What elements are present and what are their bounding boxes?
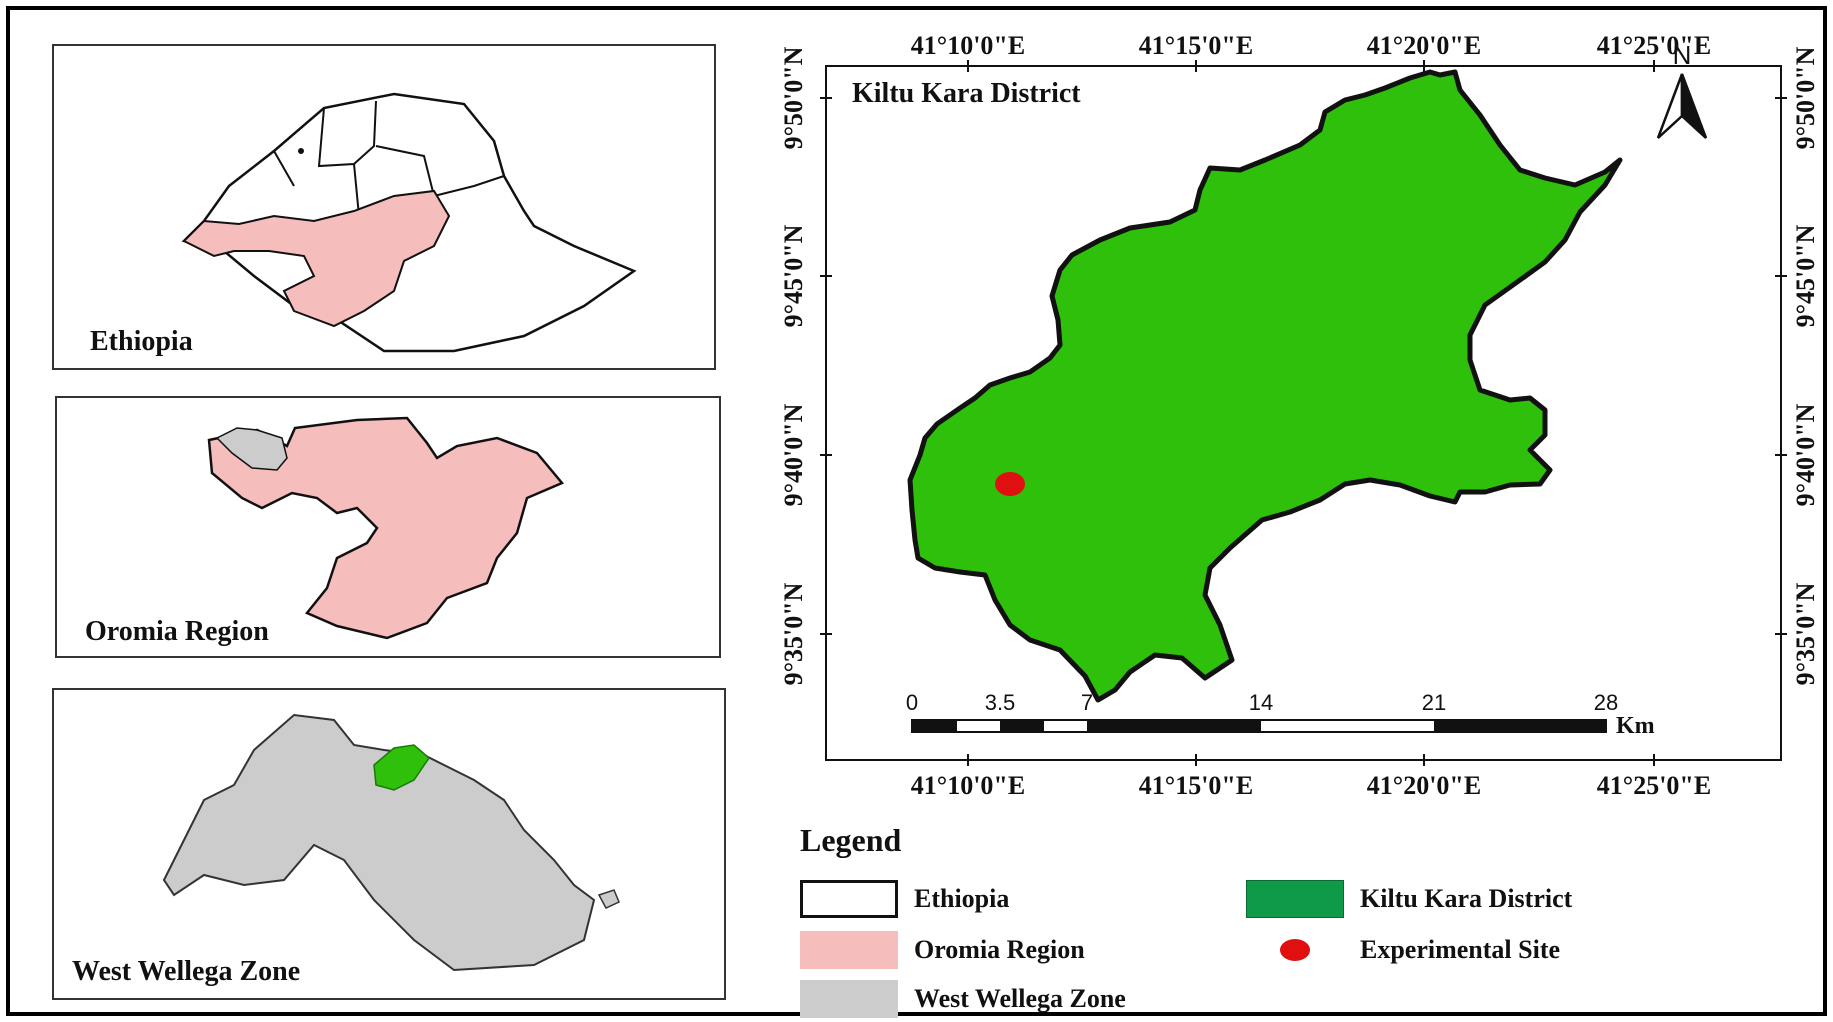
west-wellega-inset-map [162,713,620,972]
ethiopia-capital-dot [298,148,304,154]
legend-item-ethiopia: Ethiopia [800,880,1009,918]
top-longitude-label: 41°25'0"E [1597,31,1711,60]
legend-title: Legend [800,822,902,858]
top-longitude-label: 41°20'0"E [1367,31,1481,60]
legend-swatch-ethiopia [800,880,898,918]
ethiopia-inset: Ethiopia [52,44,716,370]
scale-tick-label: 14 [1249,690,1273,715]
ethiopia-inset-map [181,92,637,353]
legend-swatch-west-wellega [800,980,898,1018]
legend-swatch-experimental-site [1246,931,1344,969]
scale-unit-label: Km [1616,713,1655,739]
right-latitude-label: 9°50'0"N [1791,46,1820,149]
legend-swatch-kiltu-kara [1246,880,1344,918]
legend-label: West Wellega Zone [914,984,1126,1013]
legend-item-oromia: Oromia Region [800,931,1085,969]
left-latitude-label: 9°35'0"N [779,582,808,685]
oromia-inset: Oromia Region [55,396,721,658]
top-longitude-label: 41°15'0"E [1139,31,1253,60]
bottom-longitude-label: 41°15'0"E [1139,771,1253,800]
graticule-ticks [820,60,1787,766]
oromia-region-shape [207,416,565,640]
legend-item-west-wellega: West Wellega Zone [800,980,1126,1018]
experimental-site-icon [1280,939,1310,961]
legend-label: Kiltu Kara District [1360,884,1573,913]
scale-tick-label: 28 [1594,690,1618,715]
oromia-inset-map [207,416,565,640]
oromia-inset-label: Oromia Region [85,616,269,647]
legend-label: Ethiopia [914,884,1010,913]
scale-tick-label: 7 [1081,690,1093,715]
bottom-longitude-label: 41°10'0"E [911,771,1025,800]
left-latitude-label: 9°50'0"N [779,46,808,149]
west-wellega-zone-shape [162,713,596,972]
right-latitude-label: 9°45'0"N [1791,224,1820,327]
right-latitude-label: 9°35'0"N [1791,582,1820,685]
north-arrow-label: N [1673,40,1692,70]
left-latitude-label: 9°40'0"N [779,403,808,506]
ethiopia-oromia-region [182,189,451,328]
scale-bar [911,719,1607,733]
bottom-longitude-label: 41°20'0"E [1367,771,1481,800]
west-wellega-islet [597,889,620,909]
scale-tick-label: 0 [906,690,918,715]
kiltu-kara-district-shape [907,69,1623,703]
oromia-west-wellega-zone [215,427,288,471]
west-wellega-kiltu-kara [373,744,430,791]
bottom-longitude-label: 41°25'0"E [1597,771,1711,800]
legend-swatch-oromia [800,931,898,969]
ethiopia-internal-boundaries [273,100,505,217]
north-arrow-icon [1656,73,1708,139]
scale-tick-label: 21 [1422,690,1446,715]
left-latitude-label: 9°45'0"N [779,224,808,327]
west-wellega-inset-label: West Wellega Zone [72,956,301,987]
legend-label: Experimental Site [1360,935,1561,964]
right-latitude-label: 9°40'0"N [1791,403,1820,506]
legend-label: Oromia Region [914,935,1085,964]
west-wellega-inset: West Wellega Zone [52,688,726,1000]
ethiopia-inset-label: Ethiopia [90,326,193,357]
experimental-site-marker [995,472,1025,496]
legend-item-kiltu-kara: Kiltu Kara District [1246,880,1572,918]
main-map-title: Kiltu Kara District [852,78,1081,109]
legend-item-experimental-site: Experimental Site [1246,931,1560,969]
scale-tick-label: 3.5 [985,690,1016,715]
top-longitude-label: 41°10'0"E [911,31,1025,60]
main-map-frame [825,65,1782,761]
